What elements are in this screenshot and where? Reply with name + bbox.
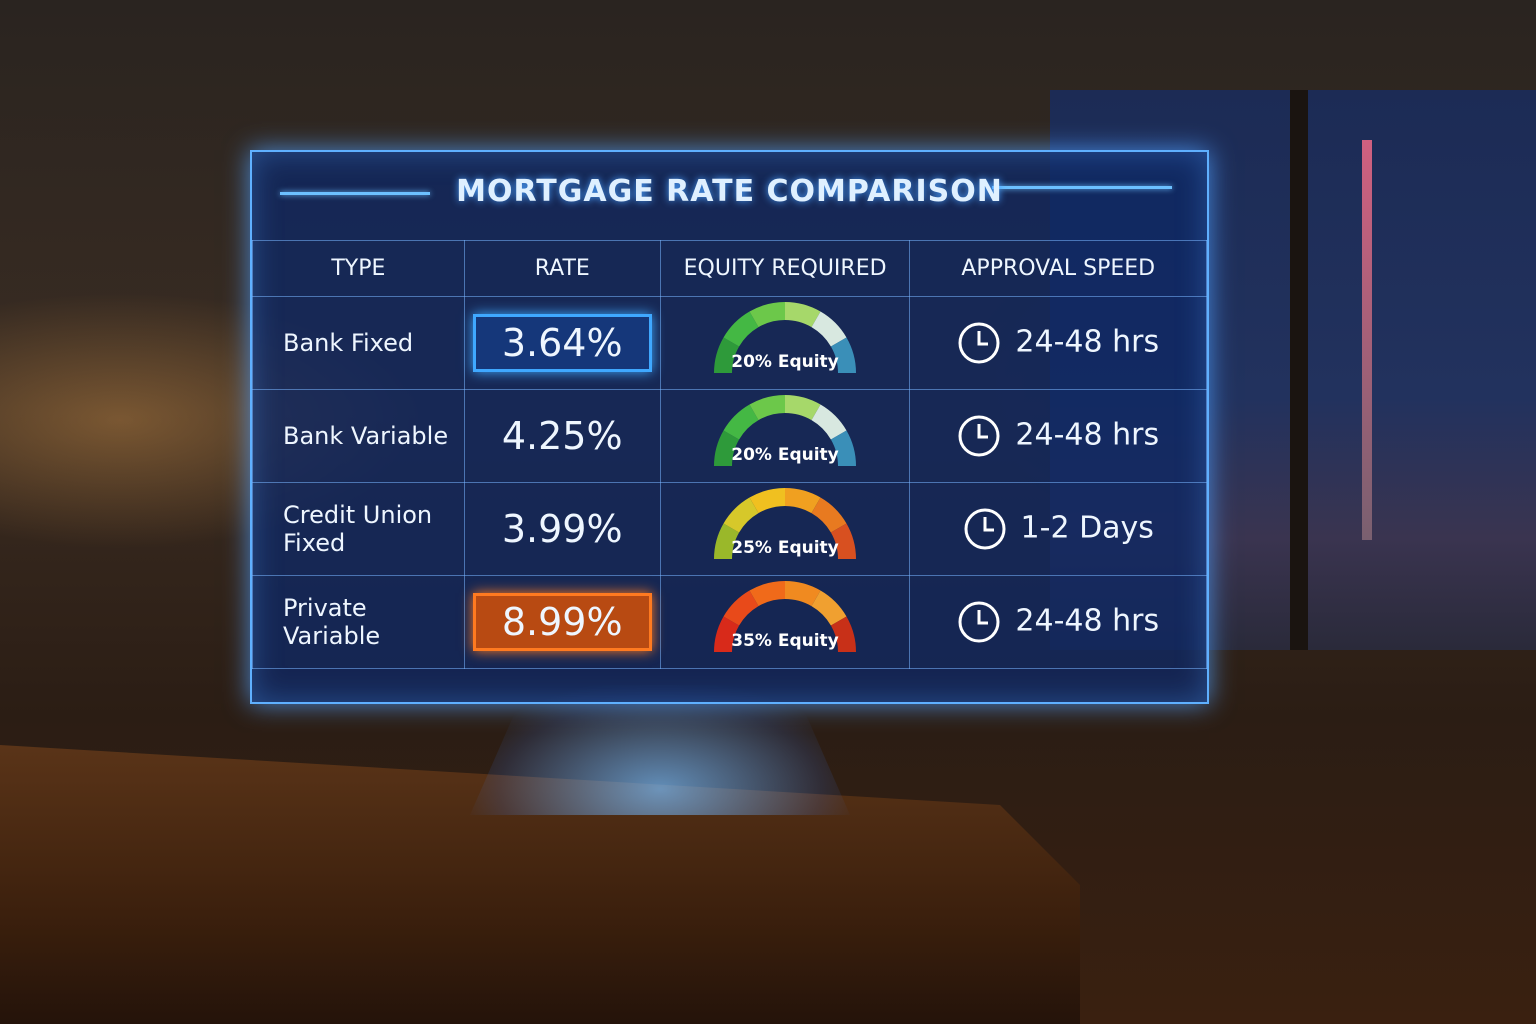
equity-gauge: 20% Equity bbox=[714, 395, 857, 467]
hologram-panel: MORTGAGE RATE COMPARISON TYPE RATE EQUITY … bbox=[250, 150, 1209, 704]
clock-hands bbox=[983, 517, 994, 532]
column-header: TYPE bbox=[252, 240, 465, 297]
clock-hands bbox=[977, 610, 989, 625]
clock-face bbox=[958, 322, 1000, 364]
approval-cell: 24-48 hrs bbox=[909, 575, 1207, 669]
gauge-segment bbox=[749, 581, 786, 607]
mortgage-type: Bank Fixed bbox=[252, 296, 465, 390]
gauge-segment bbox=[784, 488, 821, 514]
rate: 3.99% bbox=[501, 507, 623, 551]
gauge-segment bbox=[830, 430, 857, 467]
gauge-segment bbox=[749, 488, 786, 514]
equity-cell: 25% Equity bbox=[659, 482, 911, 576]
gauge-segment bbox=[811, 311, 847, 347]
approval-speed: 24-48 hrs bbox=[1015, 603, 1160, 639]
clock-hands bbox=[977, 424, 989, 439]
equity-cell: 35% Equity bbox=[659, 575, 911, 669]
equity-required: 35% Equity bbox=[731, 631, 839, 651]
gauge-segment bbox=[830, 337, 857, 374]
gauge-segment bbox=[714, 616, 740, 653]
rate-cell: 3.64% bbox=[463, 296, 661, 390]
approval-speed: 24-48 hrs bbox=[1015, 417, 1160, 453]
gauge-segment bbox=[749, 395, 786, 421]
gauge-segment bbox=[784, 395, 821, 421]
title-rule bbox=[280, 192, 430, 195]
equity-required: 25% Equity bbox=[731, 538, 839, 558]
gauge-segment bbox=[714, 337, 740, 374]
equity-required: 20% Equity bbox=[731, 352, 839, 372]
equity-gauge: 25% Equity bbox=[714, 488, 857, 560]
rate: 3.64% bbox=[472, 314, 652, 372]
title-rule bbox=[992, 186, 1172, 189]
mortgage-type: Credit Union Fixed bbox=[252, 482, 465, 576]
clock-face bbox=[958, 601, 1000, 643]
table-body: Bank Fixed 3.64% 20% Equity 24-48 hrs Bank V… bbox=[252, 296, 1207, 669]
rate-cell: 4.25% bbox=[463, 389, 661, 483]
clock-icon bbox=[958, 415, 1000, 457]
window-frame bbox=[1290, 90, 1308, 650]
approval-cell: 1-2 Days bbox=[909, 482, 1207, 576]
gauge-segment bbox=[784, 581, 821, 607]
column-header: EQUITY REQUIRED bbox=[659, 240, 911, 297]
table-row: Private Variable 8.99% 35% Equity 24-48 hrs bbox=[252, 575, 1207, 669]
mortgage-type: Private Variable bbox=[252, 575, 465, 669]
clock-face bbox=[958, 415, 1000, 457]
approval-cell: 24-48 hrs bbox=[909, 296, 1207, 390]
table-row: Credit Union Fixed 3.99% 25% Equity 1-2 Day… bbox=[252, 482, 1207, 576]
title: MORTGAGE RATE COMPARISON bbox=[456, 174, 1003, 209]
rate: 4.25% bbox=[501, 414, 623, 458]
gauge-segment bbox=[830, 616, 857, 653]
approval-speed: 24-48 hrs bbox=[1015, 324, 1160, 360]
gauge-segment bbox=[723, 404, 759, 440]
header-row: TYPE RATE EQUITY REQUIRED APPROVAL SPEED bbox=[252, 240, 1207, 297]
table-row: Bank Variable 4.25% 20% Equity 24-48 hrs bbox=[252, 389, 1207, 483]
gauge-segment bbox=[784, 302, 821, 328]
gauge-segment bbox=[811, 404, 847, 440]
clock-icon bbox=[958, 322, 1000, 364]
equity-cell: 20% Equity bbox=[659, 296, 911, 390]
rate-cell: 8.99% bbox=[463, 575, 661, 669]
table-row: Bank Fixed 3.64% 20% Equity 24-48 hrs bbox=[252, 296, 1207, 390]
equity-gauge: 35% Equity bbox=[714, 581, 857, 653]
equity-required: 20% Equity bbox=[731, 445, 839, 465]
clock-hands bbox=[977, 331, 989, 346]
gauge-segment bbox=[723, 590, 759, 626]
rate: 8.99% bbox=[472, 593, 652, 651]
gauge-segment bbox=[714, 523, 740, 560]
equity-cell: 20% Equity bbox=[659, 389, 911, 483]
gauge-segment bbox=[723, 497, 759, 533]
mortgage-type: Bank Variable bbox=[252, 389, 465, 483]
clock-face bbox=[964, 508, 1006, 550]
gauge-segment bbox=[830, 523, 857, 560]
gauge-segment bbox=[811, 497, 847, 533]
approval-cell: 24-48 hrs bbox=[909, 389, 1207, 483]
comparison-table: TYPE RATE EQUITY REQUIRED APPROVAL SPEED Ba… bbox=[252, 240, 1207, 669]
equity-gauge: 20% Equity bbox=[714, 302, 857, 374]
tower bbox=[1362, 140, 1372, 540]
clock-icon bbox=[958, 601, 1000, 643]
gauge-segment bbox=[749, 302, 786, 328]
column-header: APPROVAL SPEED bbox=[909, 240, 1207, 297]
hologram-beam bbox=[470, 685, 850, 815]
column-header: RATE bbox=[463, 240, 661, 297]
gauge-segment bbox=[723, 311, 759, 347]
approval-speed: 1-2 Days bbox=[1020, 510, 1154, 546]
clock-icon bbox=[964, 508, 1006, 550]
gauge-segment bbox=[714, 430, 740, 467]
rate-cell: 3.99% bbox=[463, 482, 661, 576]
gauge-segment bbox=[811, 590, 847, 626]
